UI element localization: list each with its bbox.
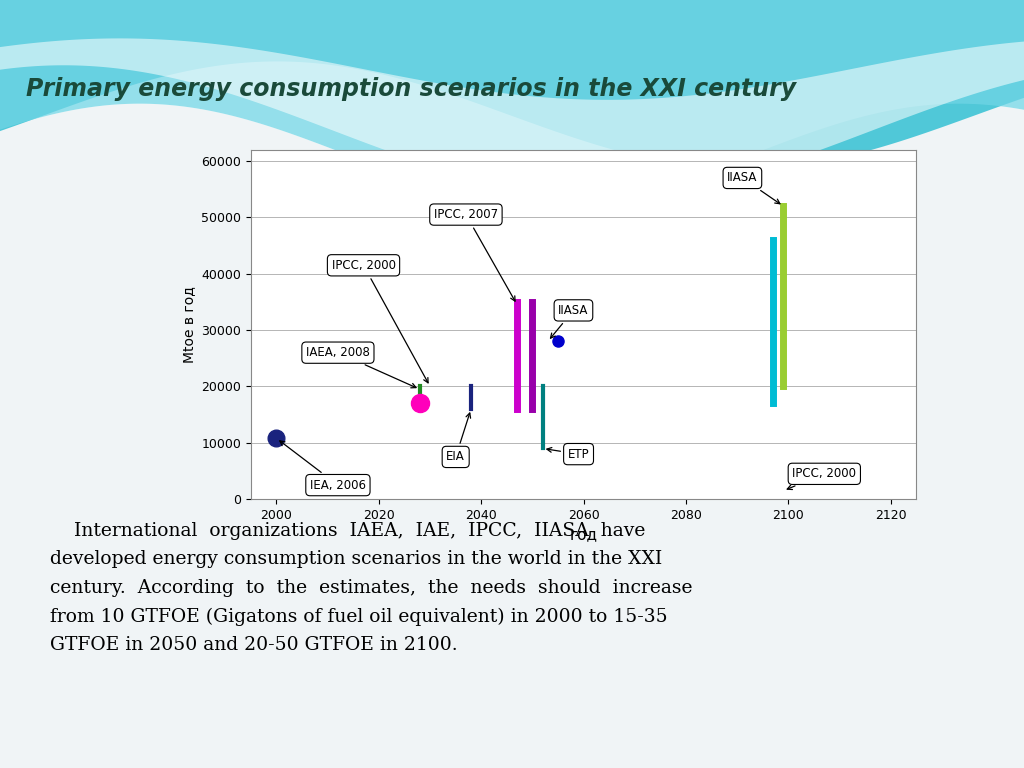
Text: International  organizations  IAEA,  IAE,  IPCC,  IIASA  have
developed energy c: International organizations IAEA, IAE, I…	[50, 522, 692, 654]
Polygon shape	[0, 38, 1024, 196]
Text: IPCC, 2000: IPCC, 2000	[787, 468, 856, 489]
Text: IPCC, 2007: IPCC, 2007	[434, 208, 515, 301]
Y-axis label: Mtoe в год: Mtoe в год	[181, 286, 196, 363]
Text: IPCC, 2000: IPCC, 2000	[332, 259, 428, 382]
Text: Primary energy consumption scenarios in the XXI century: Primary energy consumption scenarios in …	[26, 77, 796, 101]
Polygon shape	[0, 0, 1024, 169]
Text: IIASA: IIASA	[551, 304, 589, 338]
Text: IIASA: IIASA	[727, 171, 780, 204]
Polygon shape	[0, 0, 1024, 204]
Text: EIA: EIA	[446, 413, 471, 463]
Text: ETP: ETP	[547, 448, 590, 461]
Text: IEA, 2006: IEA, 2006	[280, 441, 366, 492]
X-axis label: год: год	[569, 528, 598, 542]
Polygon shape	[0, 104, 1024, 768]
Text: IAEA, 2008: IAEA, 2008	[306, 346, 416, 388]
